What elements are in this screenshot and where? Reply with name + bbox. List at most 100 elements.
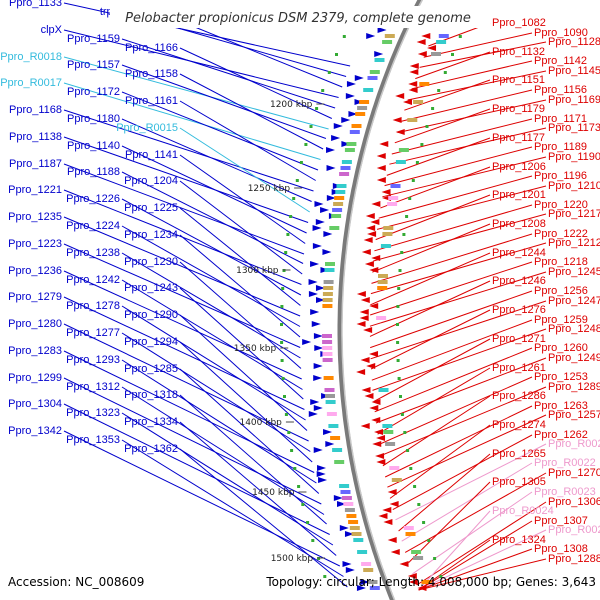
reverse-gene-label[interactable]: Ppro_1288 (548, 553, 600, 565)
forward-gene-label[interactable]: Ppro_1293 (66, 354, 120, 366)
reverse-gene-label[interactable]: Ppro_1128 (548, 36, 600, 48)
forward-gene-label[interactable]: Ppro_1140 (67, 140, 120, 152)
reverse-gene-label[interactable]: Ppro_1156 (534, 84, 587, 96)
reverse-gene-label[interactable]: Ppro_1212 (548, 237, 600, 249)
reverse-gene-label[interactable]: Ppro_R0023 (534, 486, 596, 498)
forward-gene-label[interactable]: Ppro_1304 (8, 398, 62, 410)
forward-gene-label[interactable]: Ppro_1242 (66, 274, 120, 286)
reverse-gene-label[interactable]: Ppro_1270 (548, 467, 600, 479)
reverse-gene-label[interactable]: Ppro_1248 (548, 323, 600, 335)
forward-gene-label[interactable]: Ppro_1243 (124, 282, 178, 294)
reverse-gene-label[interactable]: Ppro_1145 (548, 65, 600, 77)
reverse-gene-label[interactable]: Ppro_R0021 (548, 438, 600, 450)
reverse-gene-label[interactable]: Ppro_1082 (492, 17, 546, 29)
forward-gene-label[interactable]: Ppro_1204 (124, 175, 178, 187)
forward-gene-label[interactable]: Ppro_1230 (124, 256, 178, 268)
forward-gene-label[interactable]: Ppro_1290 (124, 309, 178, 321)
reverse-gene-label[interactable]: Ppro_1217 (548, 208, 600, 220)
forward-gene-label[interactable]: Ppro_1187 (9, 158, 62, 170)
reverse-gene-label[interactable]: Ppro_1173 (548, 122, 600, 134)
reverse-gene-label[interactable]: Ppro_1177 (492, 132, 545, 144)
reverse-gene-label[interactable]: Ppro_1169 (548, 94, 600, 106)
forward-gene-label[interactable]: Ppro_1279 (8, 291, 62, 303)
reverse-gene-label[interactable]: Ppro_1201 (492, 189, 546, 201)
forward-gene-label[interactable]: Ppro_1280 (8, 318, 62, 330)
forward-gene-label[interactable]: Ppro_1226 (66, 193, 120, 205)
forward-gene-label[interactable]: Ppro_1161 (125, 95, 178, 107)
reverse-gene-label[interactable]: Ppro_1286 (492, 390, 546, 402)
forward-gene-label[interactable]: Ppro_1285 (124, 363, 178, 375)
reverse-gene-label[interactable]: Ppro_R0025 (548, 524, 600, 536)
forward-gene-label[interactable]: Ppro_1223 (8, 238, 62, 250)
reverse-gene-label[interactable]: Ppro_1151 (492, 74, 545, 86)
forward-gene-label[interactable]: Ppro_1188 (67, 166, 120, 178)
forward-gene-label[interactable]: Ppro_1318 (124, 389, 178, 401)
reverse-gene-label[interactable]: Ppro_1274 (492, 419, 546, 431)
forward-gene-label[interactable]: Ppro_1353 (66, 434, 120, 446)
reverse-gene-label[interactable]: Ppro_1324 (492, 534, 546, 546)
forward-gene-label[interactable]: Ppro_1362 (124, 443, 178, 455)
forward-gene-label[interactable]: Ppro_1180 (67, 113, 120, 125)
reverse-gene-label[interactable]: Ppro_1189 (534, 141, 587, 153)
forward-gene-label[interactable]: Ppro_1225 (124, 202, 178, 214)
reverse-gene-label[interactable]: Ppro_1179 (492, 103, 545, 115)
reverse-gene-label[interactable]: Ppro_1253 (534, 371, 588, 383)
forward-gene-label[interactable]: Ppro_1159 (67, 33, 120, 45)
reverse-gene-label[interactable]: Ppro_1246 (492, 275, 546, 287)
forward-gene-label[interactable]: Ppro_1238 (66, 247, 120, 259)
reverse-gene-label[interactable]: Ppro_1245 (548, 266, 600, 278)
reverse-gene-label[interactable]: Ppro_1218 (534, 256, 588, 268)
reverse-gene-label[interactable]: Ppro_1142 (534, 55, 587, 67)
reverse-gene-label[interactable]: Ppro_1257 (548, 409, 600, 421)
forward-gene-label[interactable]: Ppro_1342 (8, 425, 62, 437)
reverse-gene-label[interactable]: Ppro_1305 (492, 476, 546, 488)
reverse-gene-label[interactable]: Ppro_1244 (492, 247, 546, 259)
forward-gene-label[interactable]: Ppro_1323 (66, 407, 120, 419)
reverse-gene-label[interactable]: Ppro_1259 (534, 314, 588, 326)
reverse-gene-label[interactable]: Ppro_1308 (534, 543, 588, 555)
forward-gene-label[interactable]: Ppro_1138 (9, 131, 62, 143)
reverse-gene-label[interactable]: Ppro_1222 (534, 228, 588, 240)
reverse-gene-label[interactable]: Ppro_1260 (534, 342, 588, 354)
reverse-gene-label[interactable]: Ppro_1256 (534, 285, 588, 297)
reverse-gene-label[interactable]: Ppro_1210 (548, 180, 600, 192)
forward-gene-label[interactable]: Ppro_1283 (8, 345, 62, 357)
reverse-gene-label[interactable]: Ppro_1276 (492, 304, 546, 316)
forward-gene-label[interactable]: Ppro_1166 (125, 42, 178, 54)
forward-gene-label[interactable]: Ppro_1168 (9, 104, 62, 116)
reverse-gene-label[interactable]: Ppro_1307 (534, 515, 588, 527)
forward-gene-label[interactable]: Ppro_1141 (125, 149, 178, 161)
reverse-gene-label[interactable]: Ppro_1265 (492, 448, 546, 460)
reverse-gene-label[interactable]: Ppro_1247 (548, 295, 600, 307)
reverse-gene-label[interactable]: Ppro_R0024 (492, 505, 554, 517)
forward-gene-label[interactable]: Ppro_1294 (124, 336, 178, 348)
forward-gene-label[interactable]: Ppro_1278 (66, 300, 120, 312)
reverse-gene-label[interactable]: Ppro_1249 (548, 352, 600, 364)
forward-gene-label[interactable]: Ppro_R0018 (0, 51, 62, 63)
reverse-gene-label[interactable]: Ppro_1271 (492, 333, 546, 345)
reverse-gene-label[interactable]: Ppro_1132 (492, 46, 545, 58)
forward-gene-label[interactable]: Ppro_1277 (66, 327, 120, 339)
reverse-gene-label[interactable]: Ppro_1090 (534, 27, 588, 39)
forward-gene-label[interactable]: Ppro_1235 (8, 211, 62, 223)
reverse-gene-label[interactable]: Ppro_R0022 (534, 457, 596, 469)
reverse-gene-label[interactable]: Ppro_1208 (492, 218, 546, 230)
forward-gene-label[interactable]: Ppro_1224 (66, 220, 120, 232)
forward-gene-label[interactable]: Ppro_1234 (124, 229, 178, 241)
forward-gene-label[interactable]: Ppro_1236 (8, 265, 62, 277)
forward-gene-label[interactable]: clpX (41, 24, 63, 36)
reverse-gene-label[interactable]: Ppro_1190 (548, 151, 600, 163)
forward-gene-label[interactable]: Ppro_1334 (124, 416, 178, 428)
forward-gene-label[interactable]: Ppro_1312 (66, 381, 120, 393)
reverse-gene-label[interactable]: Ppro_1262 (534, 429, 588, 441)
forward-gene-label[interactable]: Ppro_1158 (125, 68, 178, 80)
forward-gene-label[interactable]: Ppro_R0017 (0, 77, 62, 89)
forward-gene-label[interactable]: Ppro_1221 (8, 184, 62, 196)
reverse-gene-label[interactable]: Ppro_1306 (548, 496, 600, 508)
reverse-gene-label[interactable]: Ppro_1220 (534, 199, 588, 211)
forward-gene-label[interactable]: Ppro_R0015 (116, 122, 178, 134)
forward-gene-label[interactable]: Ppro_1172 (67, 86, 120, 98)
reverse-gene-label[interactable]: Ppro_1261 (492, 362, 546, 374)
reverse-gene-label[interactable]: Ppro_1206 (492, 161, 546, 173)
forward-gene-label[interactable]: Ppro_1157 (67, 59, 120, 71)
